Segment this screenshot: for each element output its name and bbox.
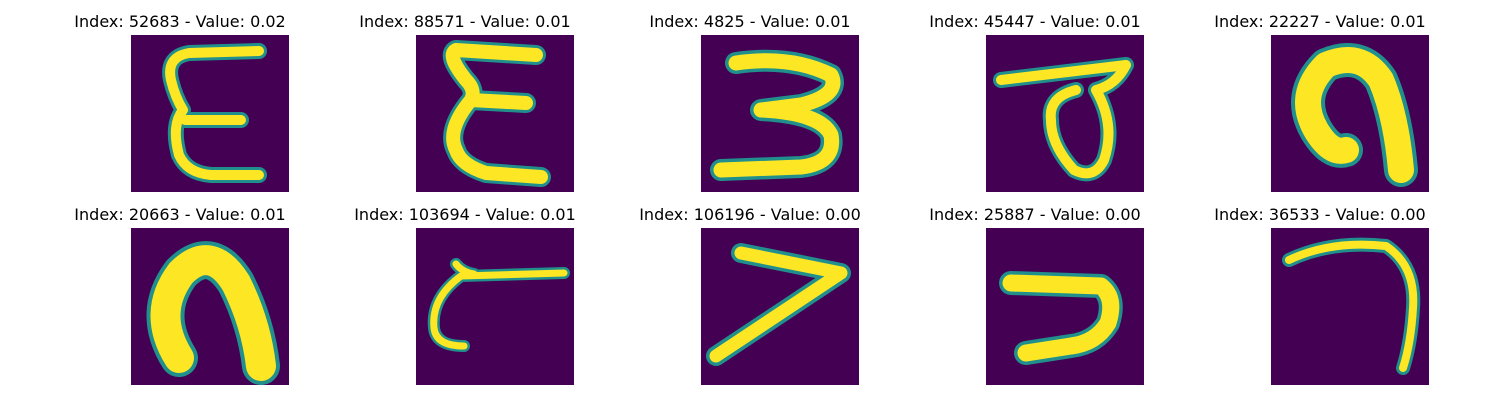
- panel-3: Index: 45447 - Value: 0.01: [885, 0, 1185, 192]
- digit-image: [131, 35, 289, 192]
- panel-4: Index: 22227 - Value: 0.01: [1170, 0, 1470, 192]
- panel-title: Index: 45447 - Value: 0.01: [929, 12, 1141, 31]
- digit-image: [986, 228, 1144, 385]
- digit-image: [416, 35, 574, 192]
- panel-title: Index: 20663 - Value: 0.01: [74, 205, 286, 224]
- panel-1: Index: 88571 - Value: 0.01: [315, 0, 615, 192]
- panel-title: Index: 25887 - Value: 0.00: [929, 205, 1141, 224]
- panel-9: Index: 36533 - Value: 0.00: [1170, 193, 1470, 385]
- digit-image: [701, 228, 859, 385]
- panel-title: Index: 22227 - Value: 0.01: [1214, 12, 1426, 31]
- panel-2: Index: 4825 - Value: 0.01: [600, 0, 900, 192]
- digit-image: [1271, 228, 1429, 385]
- panel-title: Index: 106196 - Value: 0.00: [639, 205, 861, 224]
- panel-title: Index: 88571 - Value: 0.01: [359, 12, 571, 31]
- panel-8: Index: 25887 - Value: 0.00: [885, 193, 1185, 385]
- panel-title: Index: 36533 - Value: 0.00: [1214, 205, 1426, 224]
- panel-title: Index: 52683 - Value: 0.02: [74, 12, 286, 31]
- digit-image: [131, 228, 289, 385]
- panel-6: Index: 103694 - Value: 0.01: [315, 193, 615, 385]
- digit-image: [416, 228, 574, 385]
- panel-5: Index: 20663 - Value: 0.01: [30, 193, 330, 385]
- panel-title: Index: 4825 - Value: 0.01: [649, 12, 851, 31]
- digit-image: [701, 35, 859, 192]
- panel-7: Index: 106196 - Value: 0.00: [600, 193, 900, 385]
- digit-image: [986, 35, 1144, 192]
- panel-0: Index: 52683 - Value: 0.02: [30, 0, 330, 192]
- panel-title: Index: 103694 - Value: 0.01: [354, 205, 576, 224]
- digit-image: [1271, 35, 1429, 192]
